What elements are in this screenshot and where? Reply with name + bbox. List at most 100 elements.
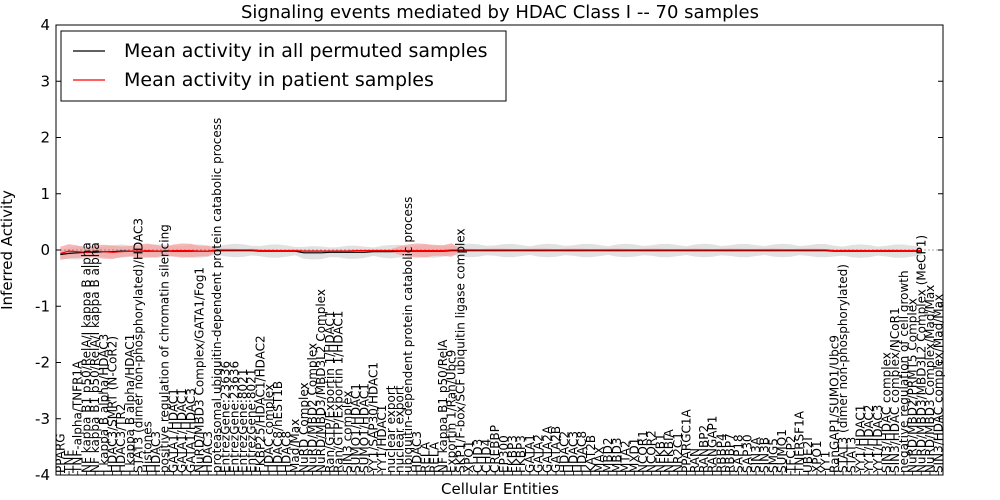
band-patient xyxy=(60,243,922,260)
x-tick-label: GATA1/HDAC3 xyxy=(184,388,198,473)
x-tick-label: GATA2A xyxy=(540,425,554,473)
x-tick-label: HDAC8 xyxy=(575,431,589,473)
x-tick-label: positive regulation of chromatin silenci… xyxy=(158,224,172,473)
x-axis-label: Cellular Entities xyxy=(441,480,559,498)
x-tick-label: Ran/GTP/Exportin 1/HDAC1 xyxy=(332,311,346,473)
x-tick-label: FKBP25/HDAC1/HDAC2 xyxy=(253,335,267,473)
x-tick-label: MTA2 xyxy=(619,440,633,473)
x-tick-label: RAN xyxy=(688,448,702,473)
x-tick-label: GATA1 xyxy=(523,434,537,473)
x-tick-label: SAP30 xyxy=(740,434,754,473)
x-tick-label: NuRD/MBD3/MBD3L2 Complex xyxy=(314,289,328,473)
x-tick-label: Ran/GTP/Exportin 1/HDAC1 xyxy=(323,311,337,473)
x-tick-label: I kappa B alpha/HDAC3 xyxy=(97,334,111,473)
x-tick-label: TFCP2 xyxy=(784,435,798,473)
x-tick-label: NFKB1 xyxy=(653,433,667,473)
x-tick-label: HDAC3 xyxy=(410,431,424,473)
x-tick-label: TNFRSF1A xyxy=(793,410,807,474)
x-tick-label: MXD1 xyxy=(627,438,641,473)
x-tick-label: TNF xyxy=(62,450,76,474)
x-tick-label: KAT2B xyxy=(584,435,598,473)
x-tick-label: SUMO1 xyxy=(775,429,789,473)
x-tick-label: YY1/SAP30/HDAC1 xyxy=(366,362,380,474)
x-tick-label: SIN3B xyxy=(758,437,772,473)
x-tick-label: NuRD/MBD3 Complex/GATA1/Fog1 xyxy=(193,267,207,473)
x-tick-label: negative regulation of cell growth xyxy=(897,270,911,473)
x-tick-label: EntrezGene:23636 xyxy=(227,361,241,473)
x-tick-label: FKBP3 xyxy=(514,435,528,473)
x-tick-label: YY1/HDAC1 xyxy=(375,405,389,474)
x-tick-label: NF kappa B1 p50/RelA/I kappa B alpha xyxy=(79,242,93,473)
x-tick-label: HDAC complex xyxy=(262,384,276,473)
x-tick-label: SIN3/HDAC complex/NCoR1 xyxy=(888,307,902,473)
x-tick-label: SKP1/F-box/SCF ubiquitin ligase complex xyxy=(453,228,467,473)
x-tick-label: XPO1 xyxy=(810,440,824,473)
x-tick-label: HDAC8/hEST1B xyxy=(271,381,285,473)
x-tick-label: YY1/HDAC2 xyxy=(862,405,876,474)
x-tick-label: EP300 xyxy=(497,435,511,473)
y-tick-label: 4 xyxy=(40,16,50,34)
x-tick-label: RanGAP1/SUMO1/Ubc9 xyxy=(827,335,841,473)
x-tick-label: RBBP4 xyxy=(714,433,728,473)
x-tick-label: XPO1 xyxy=(462,440,476,473)
x-tick-label: NR2C1 xyxy=(671,432,685,473)
x-tick-label: HDAC3 xyxy=(149,431,163,473)
x-tick-label: Mad/Max xyxy=(288,419,302,473)
x-tick-label: PPARGC1A xyxy=(680,408,694,473)
x-tick-label: GATA2 xyxy=(532,434,546,473)
x-tick-label: STAT3 (dimer non-phosphorylated) xyxy=(836,264,850,473)
x-tick-label: EntrezGene:8021 xyxy=(245,369,259,473)
y-tick-label: 1 xyxy=(40,185,50,203)
x-tick-label: CREBBP xyxy=(488,425,502,473)
x-tick-label: RANGAP1 xyxy=(706,416,720,473)
y-tick-label: 2 xyxy=(40,129,50,147)
x-tick-label: SAP18 xyxy=(732,434,746,473)
x-tick-label: YY1 xyxy=(819,451,833,474)
x-tick-label: EntrezGene:8021 xyxy=(236,369,250,474)
x-tick-label: HDAC3 xyxy=(201,431,215,473)
x-tick-label: HDAC2 xyxy=(558,431,572,473)
x-tick-label: nuclear export xyxy=(384,385,398,473)
series-lines xyxy=(60,249,922,256)
y-tick-label: 3 xyxy=(40,72,50,90)
y-axis-label: Inferred Activity xyxy=(0,190,16,310)
x-tick-label: SMG5 xyxy=(766,438,780,473)
x-tick-label: RANBP2 xyxy=(697,425,711,473)
x-tick-label: HDAC3 xyxy=(566,431,580,473)
confidence-bands xyxy=(60,243,922,260)
x-tick-label: MBD3 xyxy=(610,438,624,473)
x-tick-label: PPARG xyxy=(53,433,67,473)
x-tick-label: NCOR2 xyxy=(645,430,659,473)
x-tick-label: NuRD/MBD2 Complex xyxy=(306,343,320,473)
x-tick-label: NF kappa B1 p50/RelA xyxy=(436,339,450,473)
x-tick-label: NuRD/MBD3 Complex/Mad/Max xyxy=(923,285,937,473)
x-tick-label: STAT3 xyxy=(845,437,859,473)
x-tick-label: RELA xyxy=(419,441,433,473)
x-tick-label: I kappa B alpha/HDAC1 xyxy=(123,334,137,473)
x-tick-label: SIN3/HDAC complex xyxy=(880,352,894,473)
y-tick-label: 0 xyxy=(40,241,50,259)
x-tick-label: Histones xyxy=(140,421,154,473)
x-tick-label: NuRD/MBD3/MBD3L2 Complex (MeCP1) xyxy=(914,235,928,473)
y-tick-label: -4 xyxy=(35,466,50,484)
x-tick-label: NuRD Complex xyxy=(297,382,311,473)
x-tick-label: STAT3 (dimer non-phosphorylated)/HDAC3 xyxy=(132,218,146,473)
x-tick-label: HDAC3/SMRT (N-CoR2) xyxy=(106,336,120,473)
plot-border xyxy=(55,24,944,476)
x-tick-label: SIN3/HDAC complex/Mad/Max xyxy=(932,294,946,473)
legend-box xyxy=(60,30,507,102)
x-tick-label: SUMO1/HDAC1 xyxy=(358,383,372,473)
x-tick-label: YY1/HDAC1 xyxy=(853,405,867,474)
x-tick-label: HDAC3/TR2 xyxy=(114,404,128,473)
x-tick-label: FKBP3 xyxy=(506,435,520,473)
legend-label-patient: Mean activity in patient samples xyxy=(124,69,434,91)
x-tick-label: HDAC8 xyxy=(279,431,293,473)
x-tick-label: nuclear export xyxy=(393,385,407,473)
x-tick-label: CHD4 xyxy=(480,439,494,473)
y-tick-label: -3 xyxy=(35,410,50,428)
x-tick-label: TNF-alpha/TNFR1A xyxy=(71,360,85,474)
x-tick-label: GATA2B xyxy=(549,426,563,473)
chart-title: Signaling events mediated by HDAC Class … xyxy=(241,2,759,23)
